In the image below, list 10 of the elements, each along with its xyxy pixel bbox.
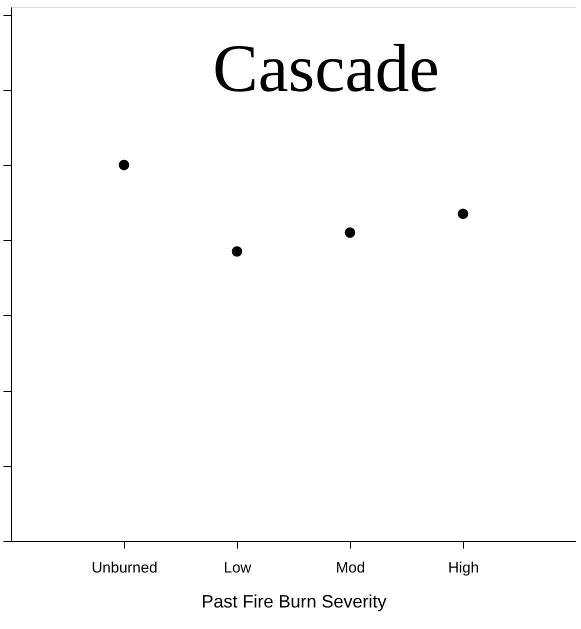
point [232,246,242,257]
point [118,160,130,170]
point [458,208,468,220]
x-tick-label: High [448,560,479,576]
x-tick-label: Unburned [92,560,158,576]
point [344,227,356,238]
x-axis-title: Past Fire Burn Severity [201,592,387,612]
x-tick-label: Mod [336,560,366,576]
x-tick-label: Low [224,560,252,576]
chart-title: Cascade [212,30,440,106]
